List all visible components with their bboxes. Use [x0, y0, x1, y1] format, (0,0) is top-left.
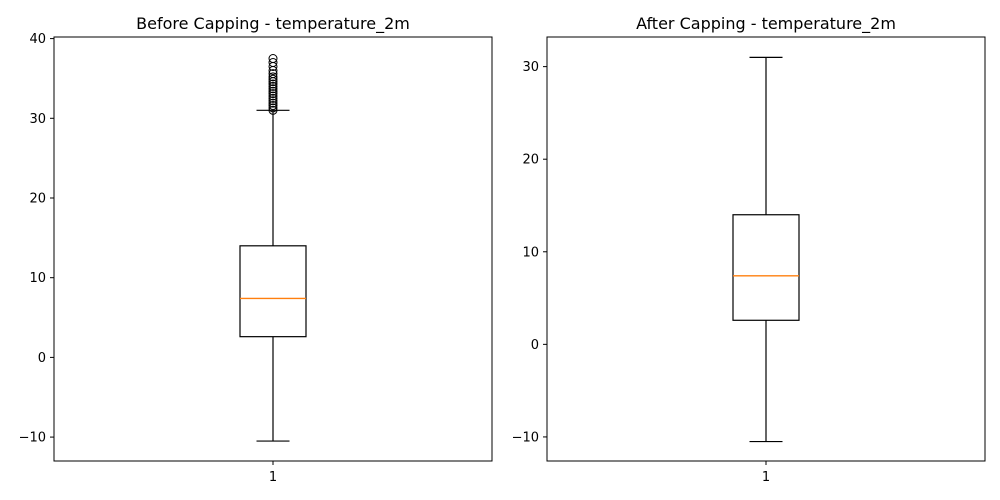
chart-panel-1: Before Capping - temperature_2m −10 0 10 20 3…	[19, 14, 493, 485]
chart-title: After Capping - temperature_2m	[636, 14, 896, 34]
outlier-point	[268, 86, 278, 96]
outlier-point	[268, 103, 278, 113]
y-tick-label: 0	[531, 338, 539, 353]
y-tick-label: 10	[29, 271, 46, 286]
outlier-point	[268, 91, 278, 101]
x-tick-label: 1	[762, 470, 770, 485]
iqr-box	[732, 214, 800, 321]
outlier-point	[268, 101, 278, 111]
y-tick-label: 20	[522, 153, 539, 168]
y-tick-label: 10	[522, 245, 539, 260]
chart-title: Before Capping - temperature_2m	[136, 14, 410, 34]
chart-panel-2: After Capping - temperature_2m −10 0 10 20 30…	[512, 14, 986, 485]
outlier-point	[268, 96, 278, 106]
outlier-point	[268, 58, 278, 68]
outlier-point	[268, 98, 278, 108]
y-tick-label: −10	[19, 431, 46, 446]
outlier-point	[268, 81, 278, 91]
plot-frame	[53, 36, 493, 462]
outlier-point	[268, 84, 278, 94]
outlier-point	[268, 74, 278, 84]
iqr-box	[239, 245, 307, 338]
y-tick-label: 40	[29, 32, 46, 47]
outlier-point	[268, 69, 278, 79]
outlier-point	[268, 89, 278, 99]
outlier-point	[268, 72, 278, 82]
x-tick-label: 1	[269, 470, 277, 485]
plot-frame	[546, 36, 986, 462]
outlier-point	[268, 54, 278, 64]
y-tick-label: −10	[512, 430, 539, 445]
y-tick-label: 30	[522, 60, 539, 75]
y-tick-label: 20	[29, 191, 46, 206]
y-tick-label: 0	[38, 351, 46, 366]
outlier-point	[268, 105, 278, 115]
outlier-point	[268, 79, 278, 89]
outlier-point	[268, 93, 278, 103]
y-tick-label: 30	[29, 112, 46, 127]
